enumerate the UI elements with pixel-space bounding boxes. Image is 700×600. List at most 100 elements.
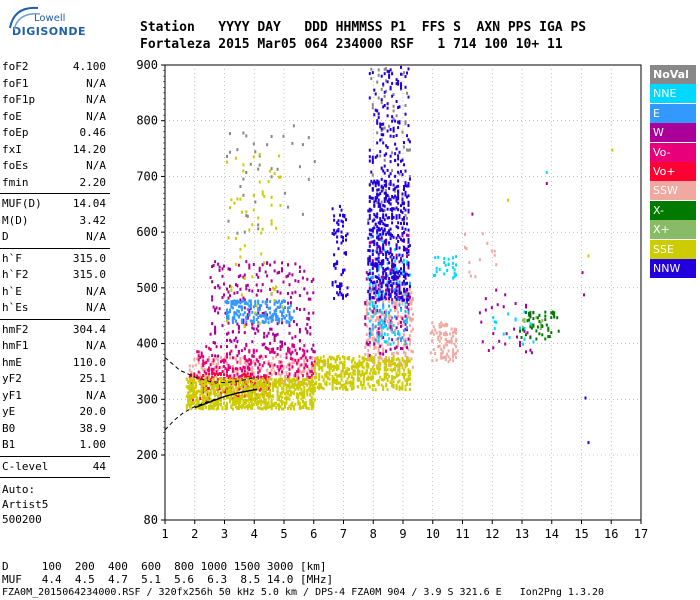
echo-sse	[321, 386, 324, 390]
echo-noval	[257, 227, 260, 231]
echo-sse	[260, 384, 263, 388]
echo-nnw	[377, 188, 380, 192]
echo-nne	[386, 333, 389, 337]
echo-nne	[376, 233, 379, 237]
echo-sse	[394, 366, 397, 370]
echo-nne	[392, 331, 395, 334]
echo-nnw	[395, 199, 398, 203]
echo-ssw	[452, 348, 455, 352]
echo-sse	[334, 358, 337, 362]
echo-sse	[197, 401, 200, 405]
echo-w	[257, 324, 260, 328]
echo-sse	[370, 359, 373, 363]
echo-sse	[325, 375, 328, 379]
echo-sse	[214, 402, 217, 406]
echo-sse	[227, 392, 230, 396]
echo-sse	[356, 365, 359, 369]
echo-ssw	[279, 354, 282, 358]
echo-nnw	[388, 216, 391, 220]
echo-nnw	[398, 150, 401, 154]
echo-sse	[336, 368, 339, 372]
echo-nnw	[377, 228, 380, 232]
echo-e	[233, 316, 236, 320]
echo-w	[278, 270, 281, 274]
echo-nne	[382, 321, 385, 325]
echo-nnw	[392, 235, 395, 239]
echo-sse	[263, 396, 266, 400]
echo-sse	[294, 378, 297, 382]
echo-nne	[394, 333, 397, 337]
echo-w	[365, 341, 368, 345]
echo-sse	[220, 398, 222, 402]
echo-vo-	[264, 355, 267, 358]
echo-w	[251, 326, 254, 330]
echo-ssw	[278, 381, 281, 385]
echo-vo-	[303, 344, 306, 348]
echo-e	[237, 305, 240, 309]
echo-nne	[452, 256, 455, 260]
echo-vo-	[217, 373, 220, 376]
echo-ssw	[440, 331, 443, 335]
echo-e	[227, 301, 230, 304]
echo-sse	[257, 406, 260, 410]
echo-nnw	[403, 263, 405, 267]
echo-e	[380, 265, 383, 269]
echo-nne	[374, 308, 377, 312]
echo-ssw	[486, 241, 489, 245]
separator	[0, 193, 110, 194]
echo-sse	[287, 391, 289, 395]
param-row: hmF2 304.4	[2, 323, 108, 336]
echo-sse	[397, 362, 400, 366]
echo-nne	[435, 270, 438, 274]
echo-sse	[258, 321, 261, 325]
echo-sse	[242, 163, 245, 167]
echo-sse	[337, 381, 340, 385]
echo-vo-	[208, 346, 211, 350]
param-row: foE N/A	[2, 110, 108, 123]
echo-ssw	[202, 375, 205, 379]
echo-w	[389, 347, 392, 351]
echo-sse	[353, 369, 356, 373]
echo-nnw	[388, 75, 391, 79]
echo-w	[395, 345, 398, 349]
echo-vo-	[202, 355, 205, 359]
echo-ssw	[373, 345, 376, 348]
echo-w	[239, 298, 242, 302]
echo-sse	[319, 366, 322, 370]
echo-sse	[275, 406, 278, 410]
echo-nnw	[385, 272, 388, 276]
echo-sse	[278, 398, 281, 402]
echo-sse	[260, 399, 263, 403]
echo-w	[209, 332, 212, 336]
echo-ssw	[365, 310, 368, 313]
echo-vo-	[304, 356, 307, 360]
echo-nnw	[391, 258, 394, 262]
echo-vo-	[258, 363, 261, 366]
echo-vo-	[205, 372, 208, 375]
echo-sse	[331, 356, 334, 360]
echo-w	[365, 277, 368, 281]
echo-e	[288, 321, 291, 324]
echo-sse	[397, 368, 400, 372]
echo-sse	[230, 378, 233, 382]
echo-nne	[452, 261, 455, 265]
echo-nnw	[371, 240, 374, 244]
echo-nnw	[376, 243, 379, 247]
echo-e	[373, 304, 376, 308]
echo-sse	[243, 398, 246, 402]
echo-sse	[349, 381, 352, 385]
echo-vo-	[279, 360, 282, 364]
echo-w	[287, 292, 289, 295]
echo-w	[368, 341, 371, 345]
echo-sse	[346, 368, 349, 372]
echo-ssw	[379, 324, 382, 328]
echo-sse	[194, 398, 197, 402]
echo-vo-	[197, 350, 200, 354]
echo-x-	[523, 320, 526, 323]
echo-e	[276, 301, 279, 305]
echo-ssw	[217, 362, 220, 366]
echo-nnw	[388, 251, 391, 255]
echo-sse	[322, 387, 325, 391]
echo-ssw	[397, 342, 400, 346]
legend-item-nnw: NNW	[650, 259, 696, 278]
